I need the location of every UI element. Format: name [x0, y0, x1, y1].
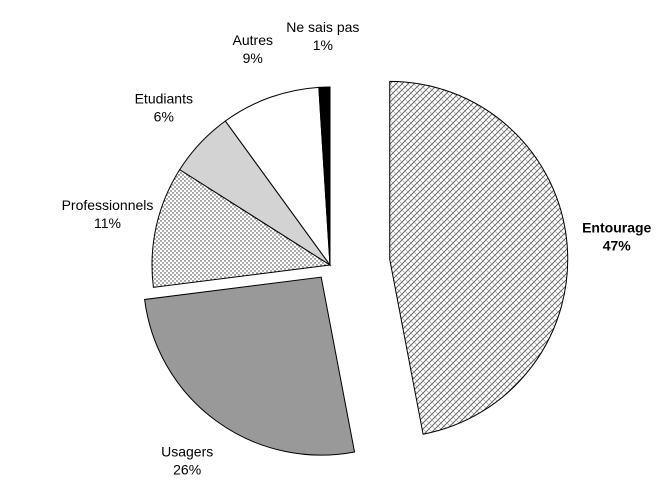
slice-label: Etudiants	[135, 91, 193, 107]
slice-label: Autres	[233, 32, 273, 48]
slice-value-label: 47%	[603, 238, 632, 254]
pie-slice	[389, 80, 569, 435]
slice-value-label: 26%	[173, 461, 201, 477]
pie-slice	[318, 86, 331, 266]
pie-slice	[224, 86, 331, 267]
slice-label: Entourage	[582, 220, 651, 236]
slice-value-label: 11%	[94, 215, 121, 231]
slice-value-label: 1%	[313, 37, 333, 53]
slice-label: Usagers	[161, 443, 213, 459]
slice-value-label: 6%	[154, 109, 174, 125]
slice-label: Ne sais pas	[286, 19, 359, 35]
slice-label: Professionnels	[62, 197, 154, 213]
pie-slice	[144, 276, 356, 456]
pie-slice	[151, 168, 332, 288]
slice-value-label: 9%	[243, 50, 263, 66]
